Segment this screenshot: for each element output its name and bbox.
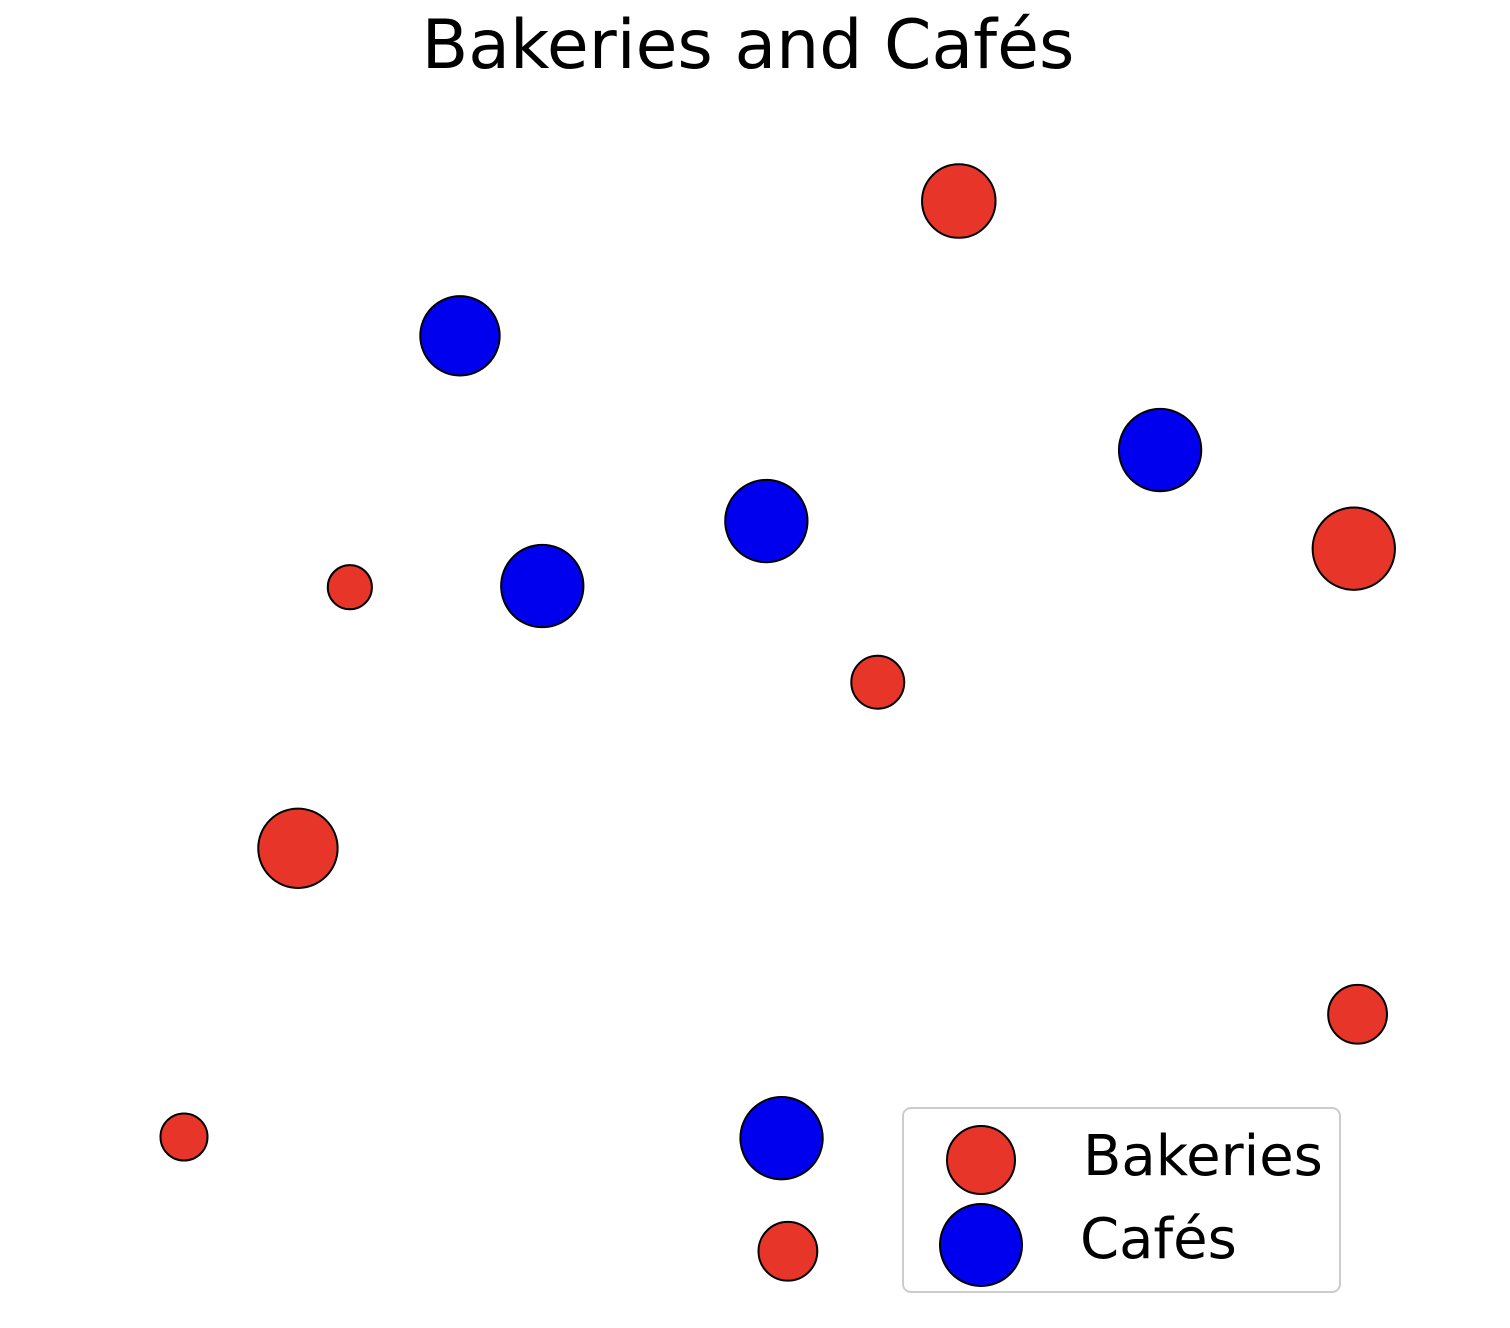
legend-marker-bakeries [946,1125,1016,1195]
cafes-point-0 [419,295,501,377]
bakeries-point-3 [1311,506,1396,591]
bakeries-point-0 [921,163,997,239]
cafes-point-4 [739,1096,824,1181]
legend-label-bakeries: Bakeries [1083,1124,1323,1189]
chart-title: Bakeries and Cafés [422,6,1075,85]
legend: Bakeries Cafés [902,1107,1341,1293]
bakeries-point-2 [850,654,906,710]
bakeries-point-1 [326,564,373,611]
cafes-point-1 [1117,407,1203,493]
cafes-point-3 [500,543,585,629]
bakeries-point-7 [757,1220,819,1282]
plot-area [159,163,1396,1282]
bakeries-point-6 [159,1112,209,1162]
bakeries-point-4 [257,807,339,889]
legend-label-cafes: Cafés [1080,1207,1237,1272]
bakeries-point-5 [1327,983,1388,1045]
cafes-point-2 [724,478,809,564]
legend-marker-cafes [939,1203,1023,1287]
